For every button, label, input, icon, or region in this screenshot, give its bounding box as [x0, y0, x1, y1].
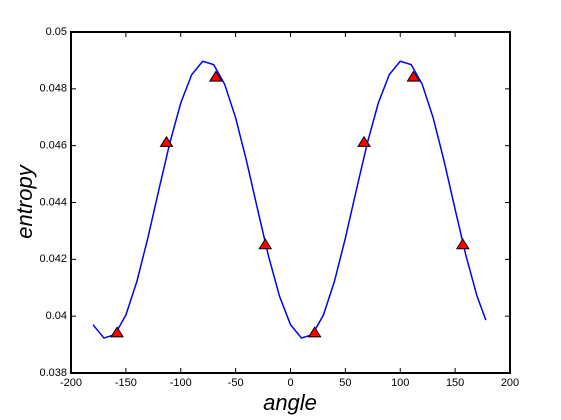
x-axis-title: angle [263, 390, 317, 415]
x-tick-label: 200 [501, 377, 519, 389]
x-tick-label: -200 [60, 377, 82, 389]
y-tick-label: 0.042 [39, 253, 67, 265]
x-tick-label: -100 [170, 377, 192, 389]
x-tick-label: 100 [391, 377, 409, 389]
marker [159, 135, 174, 147]
marker [455, 238, 470, 250]
x-tick-label: 50 [339, 377, 351, 389]
x-tick-label: 0 [287, 377, 293, 389]
line [92, 60, 487, 339]
y-axis-title: entropy [12, 163, 37, 238]
plot-frame [70, 31, 511, 374]
y-tick-label: 0.046 [39, 140, 67, 152]
x-tick-label: 150 [446, 377, 464, 389]
marker [110, 326, 124, 338]
marker [357, 135, 371, 147]
y-tick-label: 0.04 [46, 310, 67, 322]
marker [258, 238, 273, 250]
marker [406, 70, 421, 82]
marker [307, 326, 322, 338]
y-tick-label: 0.044 [39, 196, 67, 208]
x-tick-label: -50 [228, 377, 244, 389]
y-tick-label: 0.05 [46, 26, 67, 38]
marker [208, 70, 223, 82]
x-tick-label: -150 [115, 377, 137, 389]
y-tick-label: 0.038 [39, 367, 67, 379]
y-tick-label: 0.048 [39, 83, 67, 95]
